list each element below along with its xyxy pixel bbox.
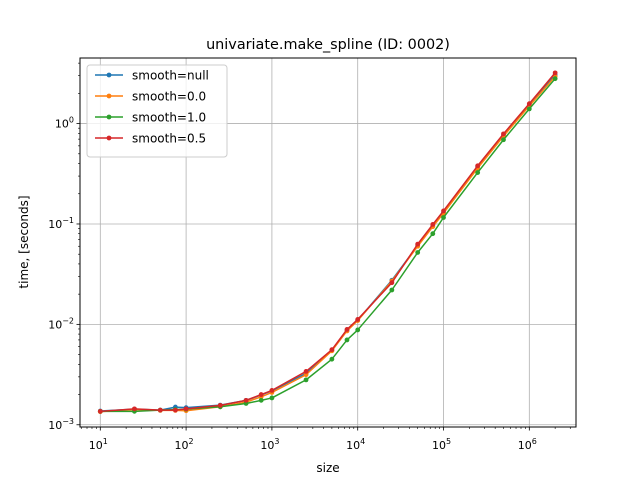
y-tick-label-base: 10 bbox=[48, 318, 62, 331]
x-tick-label-exponent: 1 bbox=[103, 437, 108, 446]
y-tick-label-exponent: 0 bbox=[69, 116, 74, 125]
x-tick-label-base: 10 bbox=[518, 439, 532, 452]
data-point bbox=[344, 327, 350, 332]
legend-box bbox=[86, 64, 228, 158]
data-point bbox=[355, 327, 361, 333]
legend-label: smooth=0.0 bbox=[132, 90, 206, 104]
data-point bbox=[441, 215, 446, 220]
data-point bbox=[526, 101, 532, 107]
data-point bbox=[157, 407, 163, 413]
x-tick-label-base: 10 bbox=[89, 439, 103, 452]
data-point bbox=[430, 222, 436, 227]
data-point bbox=[303, 372, 309, 378]
data-point bbox=[389, 280, 395, 286]
data-point bbox=[355, 317, 361, 322]
data-point bbox=[303, 377, 309, 383]
y-tick-label: 10−3 bbox=[48, 417, 74, 432]
data-point bbox=[183, 406, 189, 412]
legend-item: smooth=0.0 bbox=[95, 90, 206, 104]
data-point bbox=[430, 231, 436, 237]
x-tick-label: 106 bbox=[518, 437, 537, 452]
x-tick-label: 102 bbox=[175, 437, 194, 452]
y-tick-label: 10−2 bbox=[48, 316, 74, 331]
legend-marker bbox=[106, 114, 112, 120]
y-tick-label-exponent: −2 bbox=[62, 316, 74, 325]
data-point bbox=[441, 208, 446, 214]
data-point bbox=[501, 137, 506, 143]
y-tick-label-base: 10 bbox=[55, 118, 69, 131]
data-point bbox=[258, 392, 264, 397]
y-tick-label-base: 10 bbox=[48, 218, 62, 231]
data-point bbox=[344, 337, 350, 343]
legend-item: smooth=null bbox=[95, 69, 209, 83]
x-tick-label-exponent: 3 bbox=[274, 437, 279, 446]
y-tick-label-base: 10 bbox=[48, 419, 62, 432]
x-tick-label-base: 10 bbox=[432, 439, 446, 452]
data-point bbox=[526, 106, 532, 112]
x-tick-label: 104 bbox=[346, 437, 365, 452]
data-point bbox=[269, 395, 275, 401]
legend-label: smooth=1.0 bbox=[132, 111, 206, 125]
series-3 bbox=[97, 70, 558, 414]
chart-title: univariate.make_spline (ID: 0002) bbox=[206, 37, 450, 53]
legend-marker bbox=[106, 135, 112, 141]
x-axis-label: size bbox=[316, 461, 339, 475]
data-point bbox=[243, 397, 249, 403]
x-tick-label-exponent: 4 bbox=[360, 437, 365, 446]
legend: smooth=null smooth=0.0 smooth=1.0 smooth=0.… bbox=[86, 64, 228, 158]
x-tick-label: 101 bbox=[89, 437, 108, 452]
x-tick-label: 103 bbox=[260, 437, 279, 452]
y-tick-label: 100 bbox=[55, 116, 74, 131]
data-point bbox=[329, 356, 335, 362]
legend-item: smooth=1.0 bbox=[95, 111, 206, 125]
data-point bbox=[475, 163, 481, 169]
data-point bbox=[501, 131, 506, 137]
plot-frame bbox=[79, 57, 577, 428]
legend-marker bbox=[106, 93, 112, 99]
legend-label: smooth=0.5 bbox=[132, 132, 206, 146]
y-axis-label: time, [seconds] bbox=[17, 195, 31, 288]
x-tick-label-exponent: 5 bbox=[446, 437, 451, 446]
series-lines bbox=[97, 70, 558, 415]
legend-item: smooth=0.5 bbox=[95, 132, 206, 146]
x-axis-ticks: 101 102 103 104 105 106 bbox=[80, 427, 571, 452]
x-tick-label-exponent: 6 bbox=[532, 437, 537, 446]
data-point bbox=[475, 170, 481, 175]
data-point bbox=[97, 408, 103, 414]
data-point bbox=[269, 387, 275, 393]
data-point bbox=[329, 347, 335, 353]
y-tick-label-exponent: −3 bbox=[62, 417, 74, 426]
data-point bbox=[552, 76, 558, 82]
legend-label: smooth=null bbox=[132, 69, 209, 83]
data-point bbox=[172, 407, 178, 413]
x-tick-label-base: 10 bbox=[260, 439, 274, 452]
data-point bbox=[258, 397, 264, 403]
data-point bbox=[415, 250, 421, 255]
x-tick-label-exponent: 2 bbox=[189, 437, 194, 446]
data-point bbox=[415, 241, 421, 247]
y-tick-label: 10−1 bbox=[48, 216, 74, 231]
y-tick-label-exponent: −1 bbox=[62, 216, 74, 225]
x-tick-label: 105 bbox=[432, 437, 451, 452]
data-point bbox=[132, 406, 137, 412]
legend-marker bbox=[106, 72, 112, 78]
data-point bbox=[552, 70, 558, 76]
data-point bbox=[303, 369, 309, 374]
data-point bbox=[217, 402, 223, 408]
x-tick-label-base: 10 bbox=[346, 439, 360, 452]
data-point bbox=[389, 287, 395, 293]
x-tick-label-base: 10 bbox=[175, 439, 189, 452]
